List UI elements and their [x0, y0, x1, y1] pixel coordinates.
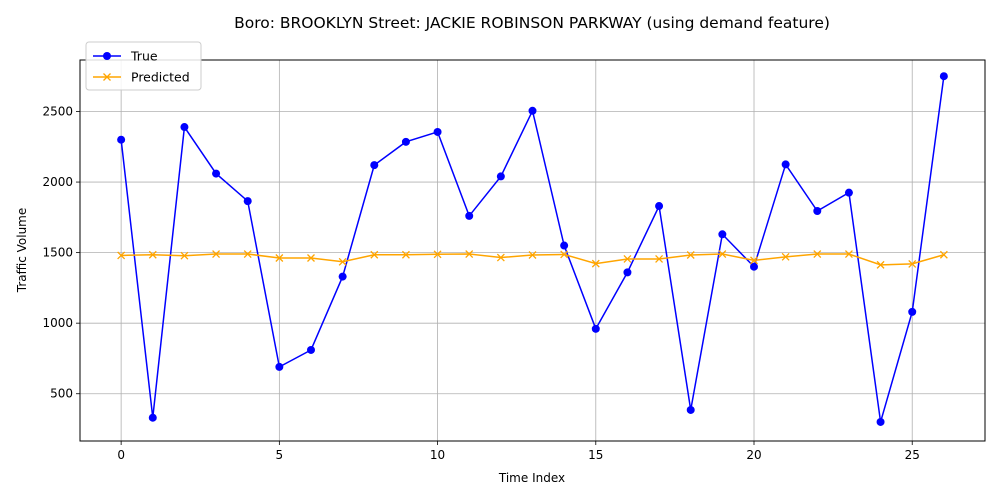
legend-marker-true [103, 52, 111, 60]
data-point-true [401, 137, 410, 146]
data-point-true [275, 362, 284, 371]
y-tick-label: 2500 [42, 105, 73, 119]
data-point-predicted [117, 251, 126, 260]
data-point-predicted [560, 250, 569, 259]
data-point-true [655, 202, 664, 211]
ticks: 0 5 10 15 20 25 500 1000 1500 2000 2500 [42, 105, 919, 462]
data-point-true [908, 307, 917, 316]
data-point-true [591, 324, 600, 333]
data-point-predicted [655, 255, 664, 263]
data-point-true [338, 272, 347, 281]
data-point-predicted [718, 250, 727, 258]
data-point-predicted [243, 250, 252, 258]
data-point-true [370, 161, 379, 170]
data-point-true [433, 127, 442, 136]
data-point-true [117, 135, 126, 144]
data-point-predicted [844, 250, 853, 258]
data-point-predicted [908, 259, 917, 268]
data-point-predicted [876, 260, 885, 269]
x-tick-label: 10 [430, 448, 445, 462]
x-tick-label: 0 [117, 448, 125, 462]
data-point-predicted [212, 250, 221, 258]
x-tick-label: 15 [588, 448, 603, 462]
series-layer [117, 72, 948, 426]
data-point-predicted [148, 250, 157, 259]
data-point-predicted [781, 252, 790, 261]
x-axis-label: Time Index [498, 471, 565, 485]
data-point-true [560, 241, 569, 250]
data-point-true [496, 172, 505, 181]
legend-label-predicted: Predicted [131, 70, 190, 85]
data-point-predicted [623, 255, 632, 263]
data-point-true [781, 160, 790, 169]
data-point-predicted [307, 254, 315, 262]
data-point-predicted [813, 250, 822, 258]
data-point-true [718, 230, 727, 239]
data-point-true [243, 197, 252, 206]
x-tick-label: 25 [905, 448, 920, 462]
plot-frame [79, 59, 986, 442]
data-point-predicted [180, 251, 189, 260]
data-point-true [528, 106, 537, 115]
y-axis-label: Traffic Volume [15, 208, 29, 294]
data-point-true [876, 417, 885, 426]
legend-box [85, 41, 202, 91]
chart-title: Boro: BROOKLYN Street: JACKIE ROBINSON P… [234, 14, 830, 32]
data-point-predicted [465, 250, 474, 258]
data-point-predicted [528, 251, 537, 259]
series-predicted [117, 250, 948, 269]
data-point-predicted [496, 253, 505, 262]
series-true [117, 72, 948, 426]
data-point-true [750, 262, 759, 271]
data-point-predicted [338, 257, 347, 266]
legend-label-true: True [130, 49, 158, 64]
y-tick-label: 1500 [42, 246, 73, 260]
data-point-true [686, 405, 695, 414]
data-point-predicted [401, 250, 410, 259]
data-point-true [180, 123, 189, 132]
data-point-predicted [750, 256, 758, 265]
data-point-predicted [275, 254, 284, 262]
data-point-predicted [433, 250, 442, 259]
data-point-true [844, 188, 853, 197]
y-tick-label: 2000 [42, 175, 73, 189]
legend-entry-predicted: Predicted [93, 70, 190, 85]
legend-entry-true: True [93, 49, 158, 64]
data-point-true [939, 72, 948, 81]
data-point-predicted [591, 259, 600, 268]
legend-marker-predicted [103, 73, 111, 81]
data-point-true [813, 206, 822, 215]
x-tick-label: 5 [276, 448, 284, 462]
data-point-true [212, 169, 221, 178]
data-point-predicted [939, 250, 948, 259]
y-tick-label: 500 [50, 387, 73, 401]
data-point-true [623, 268, 632, 277]
data-point-true [465, 211, 474, 220]
y-tick-label: 1000 [42, 316, 73, 330]
data-point-predicted [686, 251, 695, 259]
data-point-true [148, 413, 157, 422]
data-point-true [306, 345, 315, 354]
x-tick-label: 20 [746, 448, 761, 462]
legend: True Predicted [85, 41, 202, 91]
data-point-predicted [370, 250, 379, 259]
